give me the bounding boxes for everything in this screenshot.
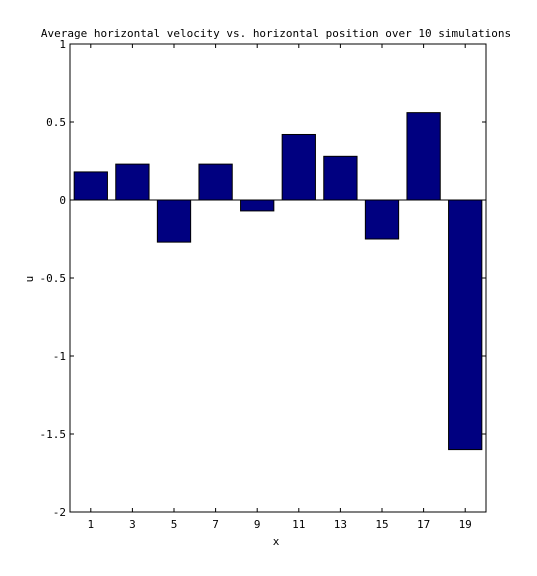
- x-tick-label: 11: [292, 518, 305, 531]
- y-tick-label: 0.5: [46, 116, 66, 129]
- y-tick-label: -2: [53, 506, 66, 519]
- bar-9: [240, 199, 275, 212]
- y-tick-label: 1: [59, 38, 66, 51]
- x-tick-label: 1: [87, 518, 94, 531]
- x-axis: 1 3 5 7 9 11 13 15 17 19: [87, 44, 472, 531]
- y-tick-label: -1: [53, 350, 66, 363]
- x-tick-label: 7: [212, 518, 219, 531]
- bar-3: [115, 163, 150, 201]
- y-axis-label: u: [23, 276, 36, 283]
- bar-17: [406, 112, 441, 201]
- x-tick-label: 9: [254, 518, 261, 531]
- x-tick-label: 3: [129, 518, 136, 531]
- x-tick-label: 19: [459, 518, 472, 531]
- y-tick-label: -1.5: [40, 428, 67, 441]
- plot-frame: [69, 43, 487, 513]
- y-tick-label: -0.5: [40, 272, 67, 285]
- y-tick-label: 0: [59, 194, 66, 207]
- chart-title: Average horizontal velocity vs. horizont…: [41, 27, 511, 40]
- bar-15: [364, 199, 400, 240]
- bar-19: [448, 199, 483, 451]
- bar-5: [156, 199, 192, 243]
- y-axis: 1 0.5 0 -0.5 -1 -1.5 -2: [40, 38, 486, 519]
- x-tick-label: 13: [334, 518, 347, 531]
- x-tick-label: 17: [417, 518, 430, 531]
- bars-group: [73, 112, 483, 451]
- bar-13: [323, 155, 358, 201]
- bar-7: [198, 163, 233, 201]
- bar-11: [281, 133, 316, 201]
- x-tick-label: 5: [171, 518, 178, 531]
- x-axis-label: x: [273, 535, 280, 548]
- x-tick-label: 15: [375, 518, 388, 531]
- bar-1: [73, 171, 108, 201]
